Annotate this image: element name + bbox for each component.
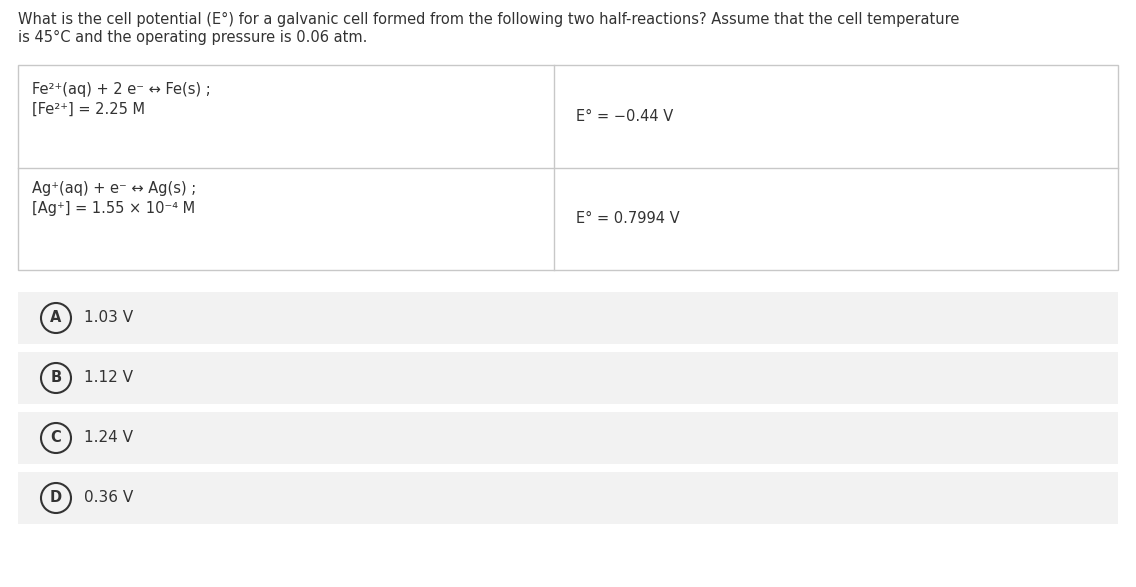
Bar (18, 65, 1118, 270)
Bar (18, 412, 1118, 464)
Text: A: A (50, 311, 61, 326)
Text: [Fe²⁺] = 2.25 M: [Fe²⁺] = 2.25 M (32, 102, 145, 117)
Text: 1.24 V: 1.24 V (84, 430, 133, 446)
Text: C: C (51, 430, 61, 446)
Text: 0.36 V: 0.36 V (84, 491, 133, 505)
Bar (18, 292, 1118, 344)
Text: [Ag⁺] = 1.55 × 10⁻⁴ M: [Ag⁺] = 1.55 × 10⁻⁴ M (32, 201, 195, 217)
Text: What is the cell potential (E°) for a galvanic cell formed from the following tw: What is the cell potential (E°) for a ga… (18, 12, 960, 27)
Text: D: D (50, 491, 62, 505)
Text: E° = −0.44 V: E° = −0.44 V (576, 109, 674, 124)
Text: E° = 0.7994 V: E° = 0.7994 V (576, 211, 679, 226)
Text: Ag⁺(aq) + e⁻ ↔ Ag(s) ;: Ag⁺(aq) + e⁻ ↔ Ag(s) ; (32, 181, 197, 197)
Text: is 45°C and the operating pressure is 0.06 atm.: is 45°C and the operating pressure is 0.… (18, 30, 367, 45)
Text: 1.12 V: 1.12 V (84, 370, 133, 386)
Text: 1.03 V: 1.03 V (84, 311, 133, 326)
Bar (18, 472, 1118, 524)
Text: Fe²⁺(aq) + 2 e⁻ ↔ Fe(s) ;: Fe²⁺(aq) + 2 e⁻ ↔ Fe(s) ; (32, 82, 211, 97)
Bar (18, 352, 1118, 404)
Text: B: B (50, 370, 61, 386)
